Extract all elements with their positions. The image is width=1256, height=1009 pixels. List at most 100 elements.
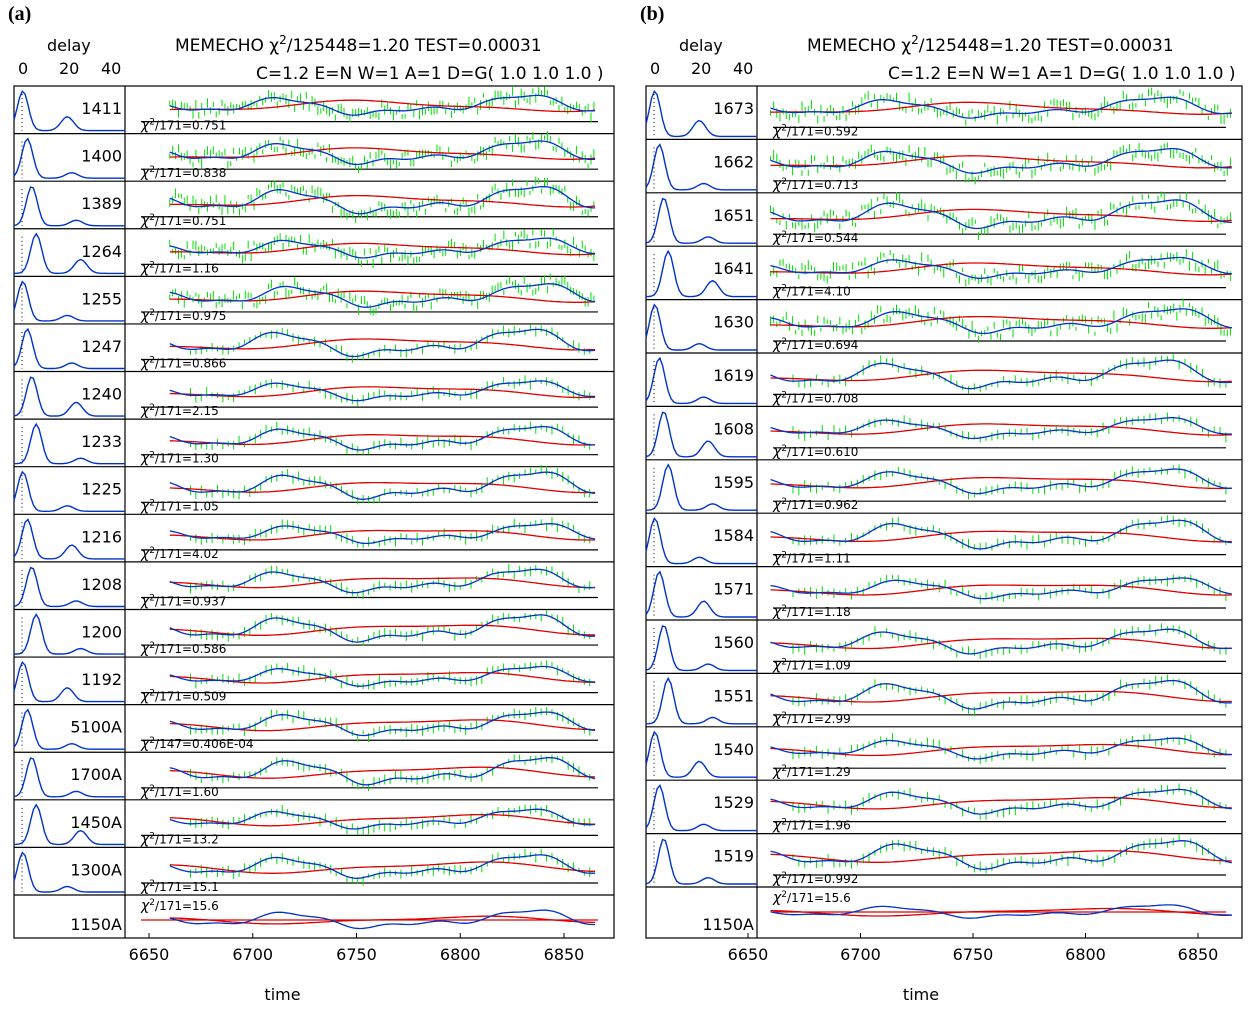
row-1584: 1584 χ2/171=1.11 bbox=[645, 512, 1242, 567]
echo-model-curve bbox=[169, 328, 596, 358]
delay-curve bbox=[13, 137, 125, 179]
data-points bbox=[792, 412, 1227, 443]
row-label: 1150A bbox=[702, 915, 754, 934]
driver-model-curve bbox=[770, 637, 1232, 650]
x-axis-label: time bbox=[264, 985, 300, 1004]
row-1662: 1662 χ2/171=0.713 bbox=[645, 138, 1242, 193]
driver-model-curve bbox=[169, 194, 596, 208]
chi2-label: χ2/171=0.694 bbox=[772, 337, 858, 353]
delay-curve bbox=[645, 89, 757, 138]
chi2-label: χ2/171=0.866 bbox=[140, 356, 226, 372]
delay-curve bbox=[645, 624, 757, 672]
echo-model-curve bbox=[169, 568, 596, 594]
driver-model-curve bbox=[770, 690, 1232, 703]
delay-curve bbox=[645, 143, 757, 191]
echo-model-curve bbox=[770, 628, 1232, 655]
echo-model-curve bbox=[770, 359, 1232, 390]
driver-model-curve bbox=[169, 99, 596, 113]
row-label: 1551 bbox=[713, 686, 754, 705]
delay-curve bbox=[645, 570, 757, 618]
echo-model-curve bbox=[169, 425, 596, 451]
delay-tick-label: 40 bbox=[733, 59, 753, 78]
row-label: 1255 bbox=[81, 289, 122, 308]
row-1529: 1529 χ2/171=1.96 bbox=[645, 779, 1242, 834]
row-1150A: 1150A χ2/171=15.6 bbox=[14, 894, 614, 934]
echo-model-curve bbox=[169, 711, 596, 737]
chi2-label: χ2/171=0.592 bbox=[772, 123, 858, 139]
chi2-label: χ2/171=1.05 bbox=[140, 498, 219, 514]
chi2-label: χ2/171=1.09 bbox=[772, 657, 851, 673]
row-label: 1233 bbox=[81, 432, 122, 451]
chi2-label: χ2/171=0.937 bbox=[140, 593, 226, 609]
chi2-label: χ2/171=2.99 bbox=[772, 711, 851, 727]
row-label: 1150A bbox=[70, 915, 122, 934]
delay-curve bbox=[13, 757, 125, 798]
chi2-label: χ2/171=0.751 bbox=[140, 118, 226, 134]
panel-frame bbox=[645, 85, 1243, 939]
driver-model-curve bbox=[770, 476, 1232, 490]
delay-curve bbox=[645, 838, 757, 885]
delay-curve bbox=[13, 327, 125, 370]
row-label: 1662 bbox=[713, 152, 754, 171]
row-1619: 1619 χ2/171=0.708 bbox=[645, 352, 1242, 406]
row-1700A: 1700A χ2/171=1.60 bbox=[13, 751, 614, 800]
driver-model-curve bbox=[770, 369, 1232, 383]
panel-b: (b) delay 0 20 40 MEMECHO χ2/125448=1.20 TEST… bbox=[640, 3, 1243, 1004]
panel-label: (a) bbox=[8, 3, 31, 25]
chart-title: MEMECHO χ2/125448=1.20 TEST=0.00031 bbox=[807, 33, 1174, 56]
echo-model-curve bbox=[770, 256, 1232, 279]
echo-model-curve bbox=[770, 788, 1232, 815]
data-points bbox=[190, 563, 591, 599]
delay-curve bbox=[13, 186, 125, 227]
row-label: 1540 bbox=[713, 740, 754, 759]
driver-model-curve bbox=[770, 530, 1232, 543]
data-points bbox=[792, 464, 1227, 500]
data-points bbox=[770, 249, 1231, 287]
data-points bbox=[169, 227, 595, 269]
data-points bbox=[169, 176, 595, 223]
driver-model-curve bbox=[169, 338, 596, 351]
row-label: 1571 bbox=[713, 580, 754, 599]
echo-model-curve bbox=[770, 308, 1232, 335]
chi2-label: χ2/171=0.838 bbox=[140, 165, 226, 181]
driver-model-curve bbox=[169, 386, 596, 399]
row-label: 1240 bbox=[81, 385, 122, 404]
delay-curve bbox=[645, 411, 757, 458]
row-label: 1519 bbox=[713, 847, 754, 866]
delay-curve bbox=[14, 232, 125, 275]
chi2-label: χ2/171=0.751 bbox=[140, 213, 226, 229]
data-points bbox=[792, 515, 1227, 551]
x-tick-label: 6800 bbox=[440, 945, 481, 964]
chi2-label: χ2/171=1.30 bbox=[140, 451, 219, 467]
row-label: 1595 bbox=[713, 473, 754, 492]
row-label: 1641 bbox=[713, 259, 754, 278]
delay-curve bbox=[645, 784, 757, 832]
row-label: 1300A bbox=[70, 860, 122, 879]
echo-model-curve bbox=[770, 577, 1232, 600]
row-1389: 1389 χ2/171=0.751 bbox=[13, 176, 614, 229]
echo-model-curve bbox=[169, 808, 596, 830]
chart-title: MEMECHO χ2/125448=1.20 TEST=0.00031 bbox=[175, 33, 542, 56]
driver-model-curve bbox=[770, 101, 1232, 115]
row-label: 1389 bbox=[81, 194, 122, 213]
delay-curve bbox=[645, 730, 757, 778]
echo-model-curve bbox=[169, 94, 596, 116]
row-label: 1700A bbox=[70, 765, 122, 784]
driver-model-curve bbox=[169, 813, 596, 827]
row-1264: 1264 χ2/171=1.16 bbox=[14, 227, 614, 276]
row-1150A: 1150A χ2/171=15.6 bbox=[646, 886, 1242, 934]
delay-curve bbox=[13, 803, 125, 846]
echo-model-curve bbox=[169, 909, 596, 930]
driver-model-curve bbox=[169, 481, 596, 494]
chi2-label: χ2/171=0.544 bbox=[772, 230, 858, 246]
delay-label: delay bbox=[679, 36, 723, 55]
data-points bbox=[770, 191, 1231, 241]
row-label: 1200 bbox=[81, 622, 122, 641]
row-label: 1630 bbox=[713, 313, 754, 332]
echo-model-curve bbox=[169, 140, 596, 166]
echo-model-curve bbox=[169, 237, 596, 259]
row-1540: 1540 χ2/171=1.29 bbox=[645, 726, 1242, 780]
chi2-label: χ2/171=1.18 bbox=[772, 604, 851, 620]
echo-model-curve bbox=[169, 854, 596, 879]
